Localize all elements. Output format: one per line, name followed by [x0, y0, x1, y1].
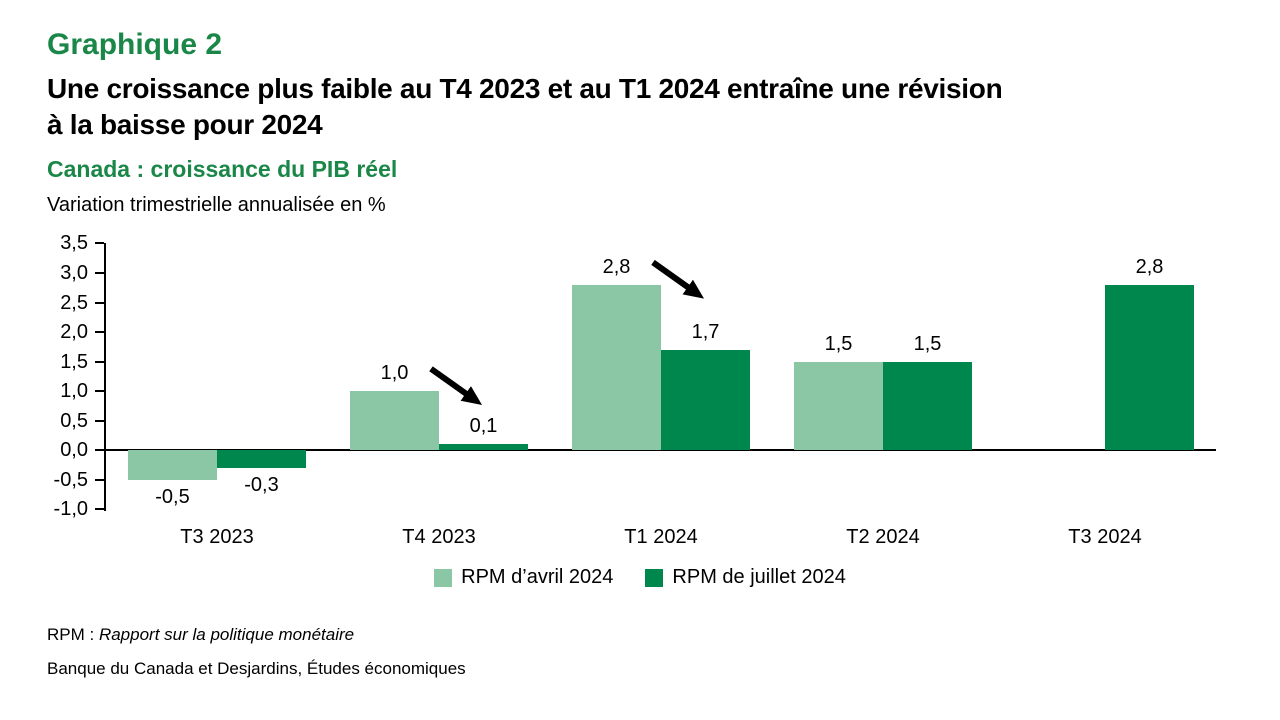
legend-label: RPM de juillet 2024 — [672, 566, 846, 589]
x-axis-labels: T3 2023 T4 2023 T1 2024 T2 2024 T3 2024 — [106, 526, 1216, 549]
bar-t4-2023-s1 — [439, 444, 528, 451]
y-axis-tick — [95, 419, 104, 422]
y-axis-tick — [95, 478, 104, 481]
legend-swatch — [645, 568, 664, 587]
figure-subtitle: Canada : croissance du PIB réel — [47, 156, 398, 183]
value-label: 1,5 — [824, 332, 853, 355]
bar-t3-2024-s1 — [1105, 284, 1194, 451]
y-axis-tick — [95, 331, 104, 334]
y-tick-label: 2,5 — [60, 291, 88, 314]
value-label: -0,3 — [244, 474, 279, 497]
footnote-definition: Rapport sur la politique monétaire — [98, 625, 355, 645]
figure-title-line-2: à la baisse pour 2024 — [47, 109, 323, 141]
x-axis-label: T4 2023 — [402, 526, 476, 549]
y-tick-label: 3,5 — [60, 232, 88, 255]
figure-number: Graphique 2 — [47, 28, 223, 61]
y-axis-tick — [95, 508, 104, 511]
y-tick-label: 2,0 — [60, 321, 88, 344]
y-axis — [104, 243, 106, 512]
bar-t3-2023-s1 — [217, 450, 306, 468]
x-axis-baseline — [104, 449, 1216, 452]
chart-legend: RPM d’avril 2024 RPM de juillet 2024 — [47, 566, 1233, 589]
y-axis-tick — [95, 360, 104, 363]
footnote-abbreviation: RPM : — [47, 625, 99, 645]
y-tick-label: 0,0 — [60, 439, 88, 462]
y-axis-tick — [95, 301, 104, 304]
legend-item: RPM de juillet 2024 — [645, 566, 846, 589]
y-axis-tick — [95, 390, 104, 393]
y-tick-label: -1,0 — [53, 498, 88, 521]
x-axis-label: T3 2024 — [1068, 526, 1142, 549]
legend-label: RPM d’avril 2024 — [461, 566, 614, 589]
figure-footer: RPM : Rapport sur la politique monétaire… — [47, 625, 1233, 679]
y-tick-label: -0,5 — [53, 468, 88, 491]
bar-t3-2023-s0 — [128, 450, 217, 480]
plot-area: 3,5 3,0 2,5 2,0 1,5 1,0 0,5 0,0 -0,5 -1,0 -0,5 1,0 2… — [54, 232, 1216, 520]
value-label: 1,0 — [380, 362, 409, 385]
bar-chart: 3,5 3,0 2,5 2,0 1,5 1,0 0,5 0,0 -0,5 -1,0 -0,5 1,0 2… — [47, 232, 1233, 589]
figure-title: Une croissance plus faible au T4 2023 et… — [47, 71, 1233, 145]
footnote: RPM : Rapport sur la politique monétaire — [47, 625, 1233, 645]
legend-item: RPM d’avril 2024 — [434, 566, 613, 589]
bar-t1-2024-s0 — [572, 284, 661, 451]
bar-t2-2024-s0 — [794, 361, 883, 451]
y-axis-tick — [95, 449, 104, 452]
value-label: 1,5 — [913, 332, 942, 355]
x-axis-label: T2 2024 — [846, 526, 920, 549]
value-label: 1,7 — [691, 320, 720, 343]
value-label: -0,5 — [155, 485, 190, 508]
legend-swatch — [434, 568, 453, 587]
x-axis-label: T1 2024 — [624, 526, 698, 549]
value-label: 2,8 — [1135, 255, 1164, 278]
bar-t2-2024-s1 — [883, 361, 972, 451]
bar-t4-2023-s0 — [350, 391, 439, 451]
y-tick-label: 0,5 — [60, 409, 88, 432]
y-tick-label: 1,0 — [60, 380, 88, 403]
y-tick-label: 3,0 — [60, 261, 88, 284]
y-tick-label: 1,5 — [60, 350, 88, 373]
y-axis-unit-label: Variation trimestrielle annualisée en % — [47, 194, 386, 217]
bar-t1-2024-s1 — [661, 349, 750, 451]
value-label: 0,1 — [469, 415, 498, 438]
figure-title-line-1: Une croissance plus faible au T4 2023 et… — [47, 72, 1003, 104]
value-label: 2,8 — [602, 255, 631, 278]
source-line: Banque du Canada et Desjardins, Études é… — [47, 659, 466, 679]
y-axis-tick — [95, 242, 104, 245]
y-axis-tick — [95, 271, 104, 274]
x-axis-label: T3 2023 — [180, 526, 254, 549]
